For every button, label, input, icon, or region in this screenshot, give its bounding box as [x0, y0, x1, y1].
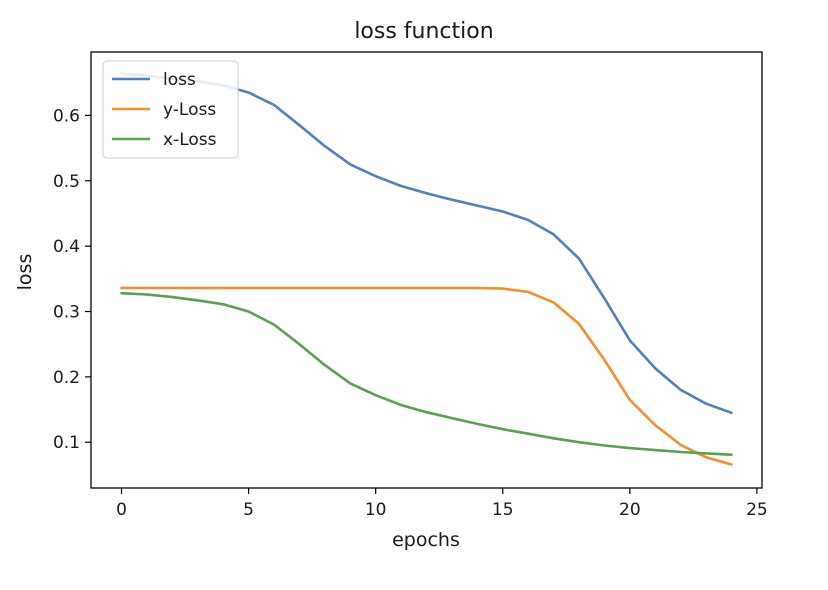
y-tick-label: 0.6	[53, 106, 80, 126]
y-tick-label: 0.3	[53, 303, 80, 323]
x-tick-label: 5	[243, 500, 254, 520]
legend-label-x-loss: x-Loss	[163, 130, 217, 150]
legend-label-loss: loss	[163, 70, 196, 90]
legend-label-y-loss: y-Loss	[163, 100, 216, 120]
x-axis-label: epochs	[392, 529, 460, 551]
x-tick-label: 25	[746, 500, 768, 520]
y-tick-label: 0.4	[53, 237, 80, 257]
x-axis-ticks: 0 5 10 15 20 25	[116, 488, 768, 520]
series-line-x-loss	[120, 291, 733, 457]
y-tick-label: 0.5	[53, 172, 80, 192]
x-tick-label: 20	[619, 500, 641, 520]
y-tick-label: 0.2	[53, 368, 80, 388]
y-axis-label: loss	[14, 254, 36, 291]
y-tick-label: 0.1	[53, 433, 80, 453]
x-tick-label: 0	[116, 500, 127, 520]
chart-legend: loss y-Loss x-Loss	[102, 60, 239, 159]
plot-area-frame	[90, 51, 763, 489]
x-tick-label: 15	[492, 500, 514, 520]
legend-box	[102, 60, 239, 159]
x-tick-label: 10	[365, 500, 387, 520]
series-line-y-loss	[120, 286, 733, 466]
chart-title: loss function	[354, 19, 493, 44]
y-axis-ticks: 0.1 0.2 0.3 0.4 0.5 0.6	[53, 106, 91, 453]
